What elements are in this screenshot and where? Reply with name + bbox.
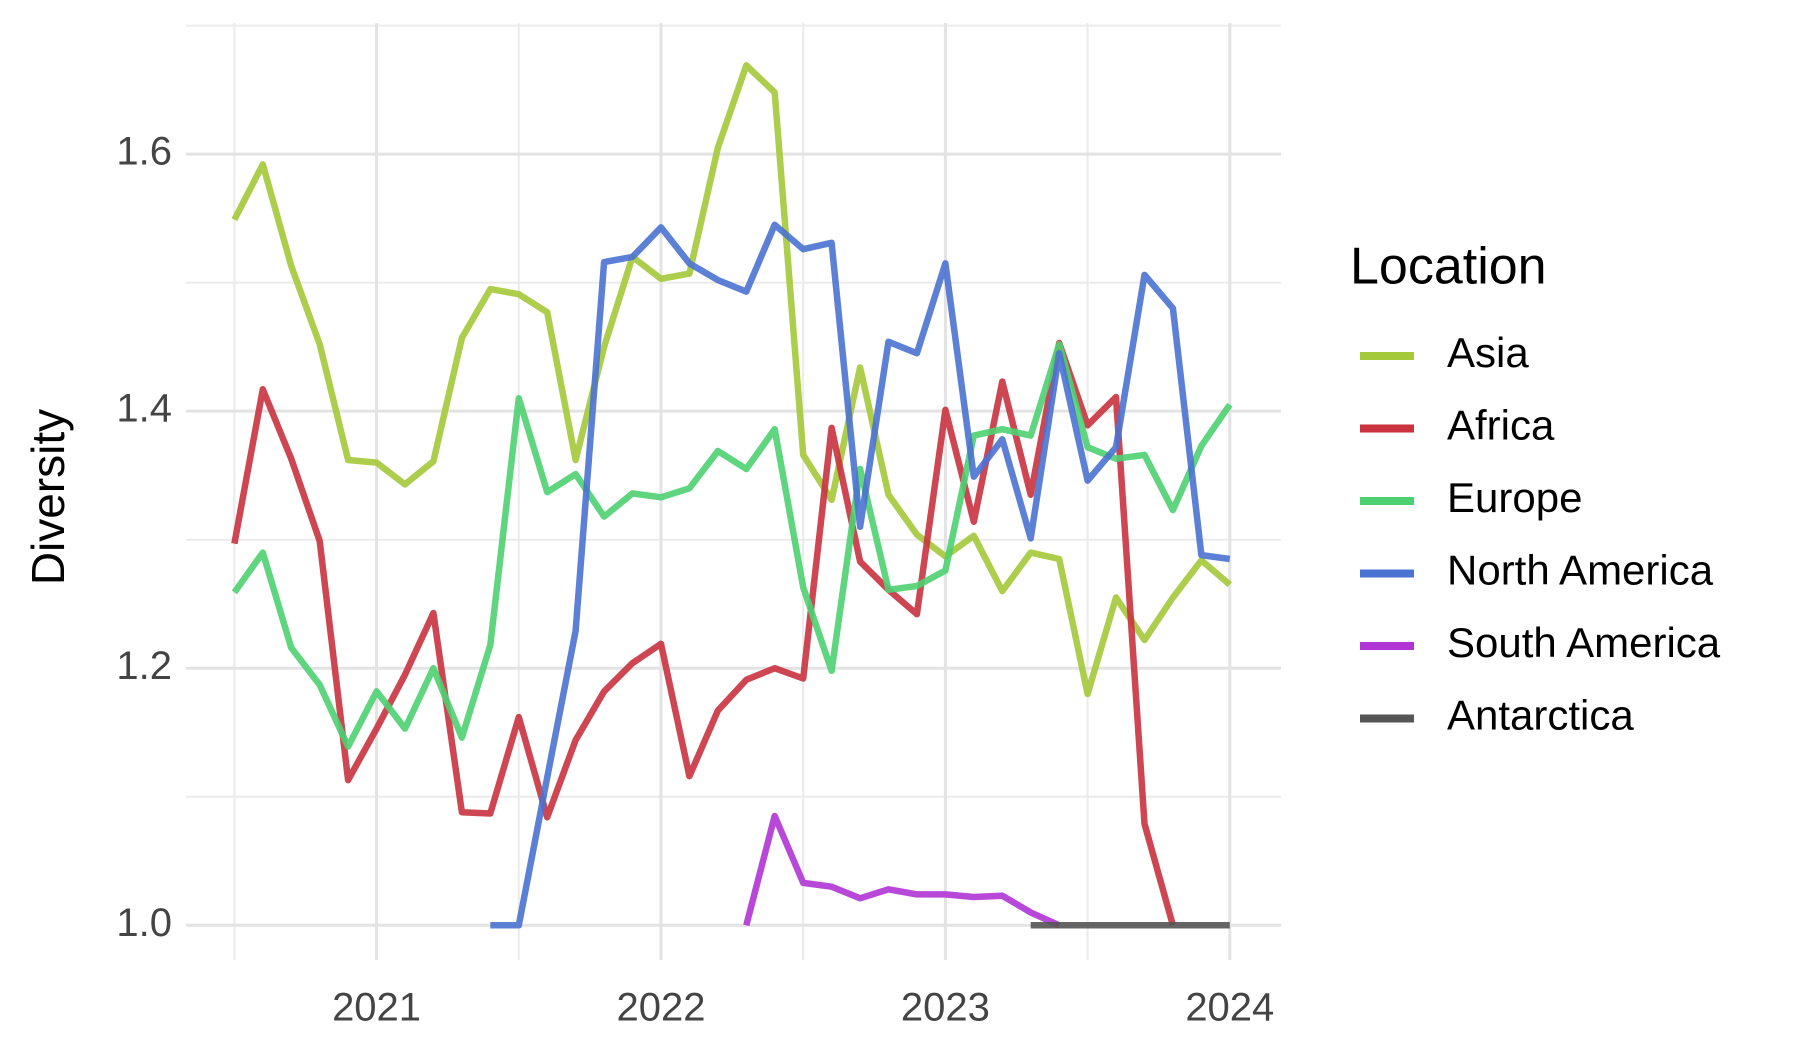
x-tick-label: 2022 — [616, 986, 705, 1030]
y-tick-label: 1.2 — [116, 644, 172, 688]
series-line — [231, 62, 1232, 698]
x-tick-label: 2024 — [1185, 986, 1274, 1030]
legend-label: Africa — [1447, 402, 1555, 449]
x-tick-label: 2023 — [901, 986, 990, 1030]
legend-label: North America — [1447, 547, 1714, 594]
y-tick-label: 1.0 — [116, 901, 172, 945]
x-tick-label: 2021 — [332, 986, 421, 1030]
series-line — [743, 812, 1061, 929]
y-tick-label: 1.4 — [116, 387, 172, 431]
legend-title: Location — [1350, 238, 1547, 296]
legend-label: South America — [1447, 619, 1721, 666]
series-line — [231, 339, 1177, 927]
legend-label: Asia — [1447, 329, 1529, 376]
y-tick-label: 1.6 — [116, 130, 172, 174]
series-line — [490, 221, 1231, 929]
legend-label: Antarctica — [1447, 692, 1634, 739]
y-axis-label: Diversity — [22, 409, 74, 585]
legend-label: Europe — [1447, 474, 1582, 521]
